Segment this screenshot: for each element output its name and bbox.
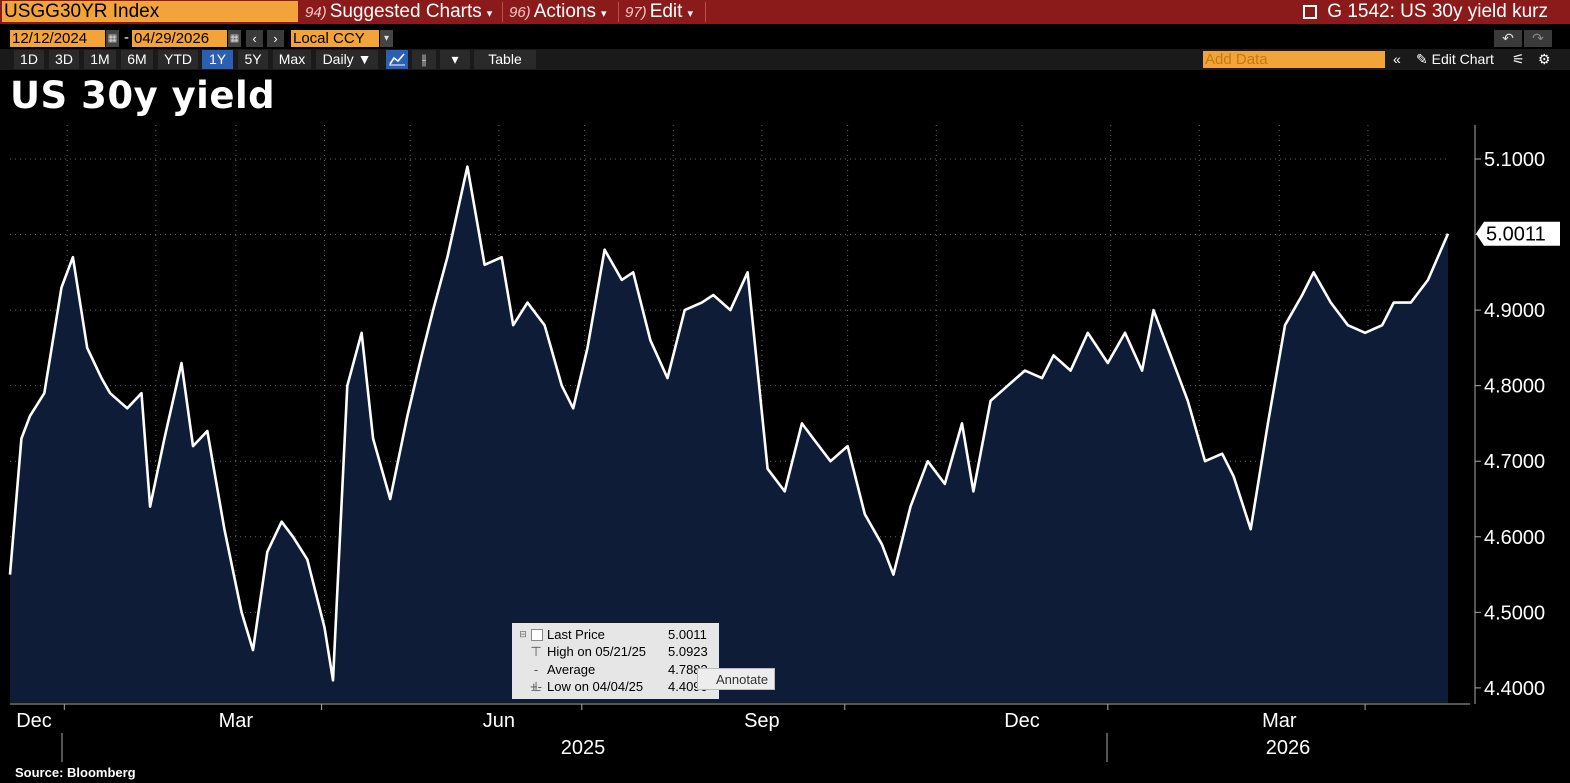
add-data-input[interactable]: Add Data: [1203, 51, 1385, 68]
gear-icon[interactable]: ⚙: [1538, 51, 1551, 67]
line-chart-icon[interactable]: [386, 50, 408, 69]
y-tick-label: 5.1000: [1484, 149, 1545, 171]
pencil-icon: ✎: [1416, 51, 1428, 67]
undo-icon[interactable]: ↶: [1494, 30, 1522, 47]
range-button-1d[interactable]: 1D: [14, 50, 44, 69]
source-note: Source: Bloomberg: [15, 765, 136, 780]
calendar-icon[interactable]: ▦: [228, 30, 241, 47]
divider: [502, 2, 503, 22]
legend-low: ⊥ Low on 04/04/25 4.4090: [512, 678, 719, 695]
range-button-max[interactable]: Max: [273, 50, 311, 69]
frequency-label: Daily: [322, 51, 354, 67]
range-button-1m[interactable]: 1M: [84, 50, 116, 69]
legend-label: Average: [547, 662, 596, 677]
high-marker-icon: ⊤: [530, 644, 542, 659]
start-date-input[interactable]: 12/12/2024: [10, 30, 105, 47]
range-button-5y[interactable]: 5Y: [238, 50, 268, 69]
calendar-icon[interactable]: ▦: [106, 30, 119, 47]
legend-average: -+- Average 4.7883: [512, 661, 719, 694]
x-tick-label: Dec: [16, 710, 52, 732]
chart-settings-icon[interactable]: ⚟: [1512, 51, 1525, 67]
range-toolbar: 1D 3D 1M 6M YTD 1Y 5Y Max Daily ▼ ⫲ ▾ Ta…: [0, 49, 1570, 70]
redo-icon[interactable]: ↷: [1524, 30, 1552, 47]
last-value-label: 5.0011: [1476, 221, 1560, 246]
legend-last-price: ⊟ Last Price 5.0011: [512, 626, 719, 643]
legend-high: ⊤ High on 05/21/25 5.0923: [512, 643, 719, 660]
menu-label: Actions: [533, 1, 596, 22]
x-tick-label: Mar: [1262, 710, 1297, 732]
range-dash: -: [124, 29, 129, 46]
divider: [705, 2, 706, 22]
range-button-1y[interactable]: 1Y: [202, 50, 233, 69]
y-tick-label: 4.5000: [1484, 602, 1545, 624]
divider: [618, 2, 619, 22]
suggested-charts-menu[interactable]: 94) Suggested Charts ▾: [305, 0, 492, 24]
low-marker-icon: ⊥: [530, 679, 542, 694]
chevron-down-icon: ▾: [601, 8, 607, 20]
chart-legend: ⊟ Last Price 5.0011 ⊤ High on 05/21/25 5…: [512, 623, 719, 699]
year-label: 2026: [1266, 737, 1311, 759]
legend-value: 5.0923: [668, 644, 708, 659]
menu-number: 97): [625, 4, 647, 21]
chevron-down-icon[interactable]: ▾: [380, 30, 393, 47]
annotate-button[interactable]: Annotate: [697, 668, 775, 690]
menu-number: 94): [305, 4, 327, 21]
edit-chart-button[interactable]: ✎ Edit Chart: [1416, 50, 1494, 69]
chevron-right-icon[interactable]: ›: [267, 30, 284, 47]
chevron-down-icon[interactable]: ▾: [440, 50, 470, 69]
double-chevron-left-icon[interactable]: «: [1393, 51, 1401, 67]
x-tick-label: Mar: [219, 710, 254, 732]
last-value-box: [1476, 221, 1560, 246]
chevron-down-icon: ▾: [486, 8, 493, 20]
chevron-down-icon: ▾: [687, 8, 693, 20]
collapse-icon[interactable]: ⊟: [519, 629, 527, 639]
legend-value: 5.0011: [668, 627, 707, 642]
x-tick-label: Dec: [1004, 710, 1040, 732]
graph-title: G 1542: US 30y yield kurz: [1303, 0, 1548, 24]
actions-menu[interactable]: 96) Actions ▾: [509, 0, 607, 24]
graph-title-text: G 1542: US 30y yield kurz: [1327, 1, 1548, 22]
menu-label: Edit: [649, 1, 683, 22]
range-button-ytd[interactable]: YTD: [158, 50, 198, 69]
y-tick-label: 4.8000: [1484, 376, 1545, 398]
chart-heading: US 30y yield: [10, 74, 276, 117]
white-square-icon: [531, 629, 543, 641]
edit-menu[interactable]: 97) Edit ▾: [625, 0, 693, 24]
y-tick-label: 4.6000: [1484, 527, 1545, 549]
title-bar: USGG30YR Index 94) Suggested Charts ▾ 96) A…: [0, 0, 1570, 24]
legend-label: Last Price: [547, 627, 605, 642]
last-value-text: 5.0011: [1486, 224, 1546, 246]
ticker-input[interactable]: USGG30YR Index: [2, 1, 298, 22]
range-button-3d[interactable]: 3D: [49, 50, 79, 69]
end-date-input[interactable]: 04/29/2026: [132, 30, 227, 47]
axes: [10, 125, 1476, 705]
chevron-left-icon[interactable]: ‹: [246, 30, 263, 47]
y-tick-label: 4.7000: [1484, 451, 1545, 473]
caret-down-icon: ▼: [357, 51, 372, 67]
candlestick-icon[interactable]: ⫲: [412, 50, 436, 69]
menu-number: 96): [509, 4, 531, 21]
external-link-icon[interactable]: [1303, 5, 1318, 19]
y-tick-label: 4.9000: [1484, 300, 1545, 322]
year-label: 2025: [561, 737, 606, 759]
menu-label: Suggested Charts: [329, 1, 482, 22]
annotate-label: Annotate: [716, 672, 769, 687]
legend-label: Low on 04/04/25: [547, 679, 644, 694]
y-tick-label: 4.4000: [1484, 678, 1545, 700]
range-button-6m[interactable]: 6M: [121, 50, 153, 69]
currency-select[interactable]: Local CCY: [291, 30, 379, 47]
date-range-bar: 12/12/2024 ▦ - 04/29/2026 ▦ ‹ › Local CC…: [0, 29, 1570, 49]
series-line: [8, 165, 1450, 682]
x-tick-label: Jun: [483, 710, 515, 732]
edit-chart-label: Edit Chart: [1431, 51, 1494, 67]
x-axis-ticks: Dec Mar Jun Sep Dec Mar 2025 2026: [16, 704, 1366, 762]
table-button[interactable]: Table: [474, 50, 536, 69]
frequency-select[interactable]: Daily ▼: [316, 50, 378, 69]
x-tick-label: Sep: [744, 710, 780, 732]
legend-label: High on 05/21/25: [547, 644, 647, 659]
average-marker-icon: -+-: [530, 662, 542, 694]
area-fill: [10, 166, 1448, 704]
